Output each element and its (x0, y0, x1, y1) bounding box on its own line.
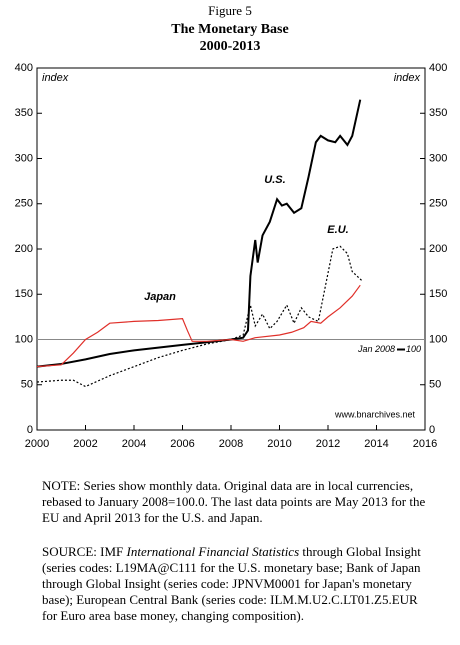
y-tick-label: 300 (15, 152, 33, 164)
y-tick-label: 50 (21, 379, 33, 391)
y2-tick-label: 300 (429, 152, 447, 164)
x-tick-label: 2006 (170, 438, 194, 450)
x-tick-label: 2016 (413, 438, 437, 450)
y-tick-label: 0 (27, 424, 33, 436)
y2-tick-label: 0 (429, 424, 435, 436)
figure-label: Figure 5 (208, 3, 252, 18)
y-tick-label: 250 (15, 198, 33, 210)
x-tick-label: 2014 (364, 438, 388, 450)
y2-tick-label: 250 (429, 198, 447, 210)
series-line (36, 284, 361, 368)
y2-tick-label: 50 (429, 379, 441, 391)
y2-tick-label: 400 (429, 62, 447, 74)
note: NOTE: Series show monthly data. Original… (42, 478, 426, 525)
series-label: Japan (144, 291, 176, 303)
chart-subtitle: 2000-2013 (200, 39, 261, 54)
y2-tick-label: 200 (429, 243, 447, 255)
x-tick-label: 2000 (25, 438, 49, 450)
y-tick-label: 350 (15, 107, 33, 119)
chart: Figure 5 The Monetary Base 2000-2013 ind… (15, 3, 448, 450)
x-tick-label: 2012 (316, 438, 340, 450)
y2-tick-label: 150 (429, 288, 447, 300)
source: SOURCE: IMF International Financial Stat… (42, 544, 430, 624)
series-line (36, 99, 362, 368)
source-rest: through Global Insight (series codes: L1… (42, 544, 421, 623)
chart-title: The Monetary Base (171, 22, 288, 37)
y-tick-label: 400 (15, 62, 33, 74)
series-line (36, 245, 363, 388)
x-tick-label: 2008 (219, 438, 243, 450)
x-tick-label: 2010 (267, 438, 291, 450)
x-tick-label: 2002 (73, 438, 97, 450)
reference-label-date: Jan 2008 (357, 344, 395, 354)
y-axis-label-right: index (394, 72, 421, 84)
y-tick-label: 150 (15, 288, 33, 300)
y2-tick-label: 350 (429, 107, 447, 119)
series-label: E.U. (327, 224, 348, 236)
reference-marker (397, 348, 405, 351)
reference-label-value: 100 (406, 344, 421, 354)
x-tick-label: 2004 (122, 438, 146, 450)
credit: www.bnarchives.net (334, 409, 416, 419)
y2-tick-label: 100 (429, 333, 447, 345)
y-tick-label: 200 (15, 243, 33, 255)
source-lead: SOURCE: IMF (42, 544, 127, 559)
plot-frame (36, 67, 426, 431)
y-axis-label-left: index (42, 72, 69, 84)
y-tick-label: 100 (15, 333, 33, 345)
source-italic: International Financial Statistics (126, 544, 300, 559)
series-label: U.S. (264, 174, 285, 186)
